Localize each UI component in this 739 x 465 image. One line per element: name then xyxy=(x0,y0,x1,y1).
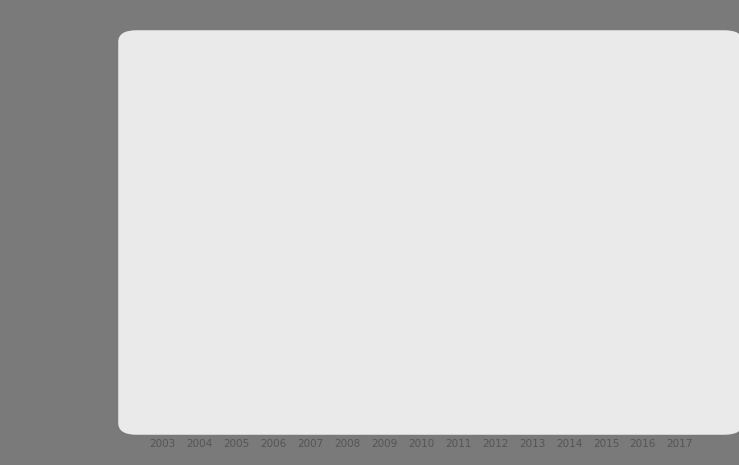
Text: 2006: 2006 xyxy=(260,439,287,450)
Text: 2010: 2010 xyxy=(408,439,435,450)
Text: 2004: 2004 xyxy=(186,439,213,450)
Text: 2016: 2016 xyxy=(630,439,656,450)
Text: Constant 2003
dollars: Constant 2003 dollars xyxy=(471,266,579,299)
Text: 2012: 2012 xyxy=(482,439,508,450)
Text: 2005: 2005 xyxy=(223,439,250,450)
Text: 2015: 2015 xyxy=(593,439,619,450)
Text: 2009: 2009 xyxy=(371,439,398,450)
Text: 2007: 2007 xyxy=(297,439,324,450)
Text: 2008: 2008 xyxy=(334,439,361,450)
Text: 2011: 2011 xyxy=(445,439,471,450)
Text: 2003: 2003 xyxy=(149,439,176,450)
Text: 2014: 2014 xyxy=(556,439,582,450)
Text: 2013: 2013 xyxy=(519,439,545,450)
Text: 2017: 2017 xyxy=(667,439,693,450)
Text: Actual dollars: Actual dollars xyxy=(543,154,643,169)
